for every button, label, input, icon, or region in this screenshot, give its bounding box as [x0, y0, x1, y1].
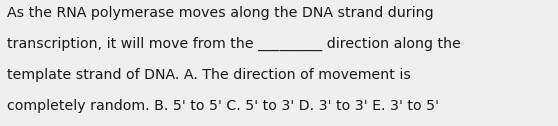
Text: As the RNA polymerase moves along the DNA strand during: As the RNA polymerase moves along the DN…	[7, 6, 434, 20]
Text: transcription, it will move from the _________ direction along the: transcription, it will move from the ___…	[7, 37, 460, 51]
Text: completely random. B. 5' to 5' C. 5' to 3' D. 3' to 3' E. 3' to 5': completely random. B. 5' to 5' C. 5' to …	[7, 99, 439, 113]
Text: template strand of DNA. A. The direction of movement is: template strand of DNA. A. The direction…	[7, 68, 411, 82]
